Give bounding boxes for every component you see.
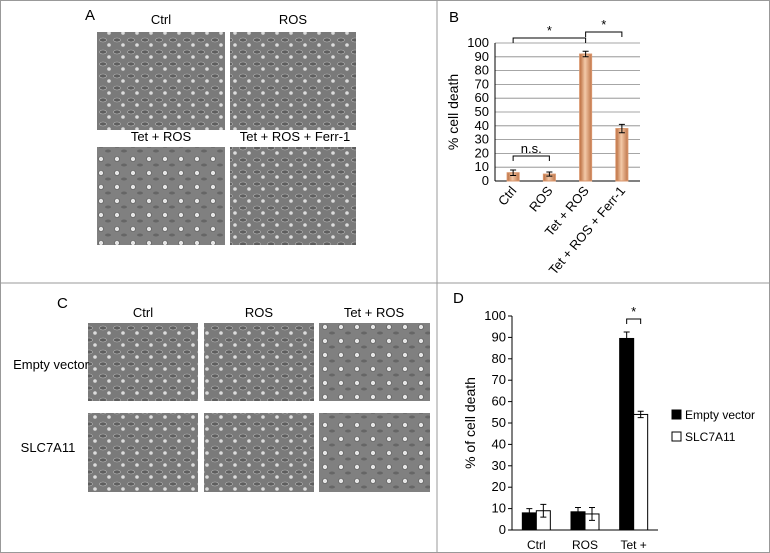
y-tick-label: 0: [499, 522, 506, 537]
y-tick-label: 90: [492, 329, 506, 344]
x-tick-label: ROS: [526, 183, 556, 214]
legend-swatch: [671, 431, 682, 442]
micrograph: [88, 413, 198, 492]
significance-bracket: [585, 31, 623, 37]
micrograph: [230, 147, 356, 245]
y-axis-label: % cell death: [445, 74, 461, 150]
y-tick-label: 10: [492, 501, 506, 516]
bar: [619, 337, 635, 531]
significance-bracket: [512, 37, 587, 43]
micrograph: [230, 32, 356, 130]
panel-label: C: [57, 295, 68, 312]
micrograph: [204, 323, 314, 401]
error-bar: [637, 410, 644, 419]
y-tick-label: 100: [484, 308, 506, 323]
image-label: ROS: [245, 305, 274, 320]
y-axis-label: % of cell death: [462, 377, 478, 469]
error-bar: [575, 507, 581, 517]
annotation: *: [547, 23, 552, 38]
annotation: *: [631, 304, 636, 319]
bar: [615, 128, 629, 182]
image-label: Ctrl: [151, 12, 171, 27]
legend-label: Empty vector: [685, 408, 755, 422]
image-label: Tet + ROS: [131, 129, 192, 144]
y-tick-label: 60: [492, 394, 506, 409]
error-bar: [589, 507, 595, 521]
y-tick-label: 70: [492, 372, 506, 387]
panel-label: B: [449, 9, 459, 26]
legend-label: SLC7A11: [685, 430, 736, 444]
micrograph: [97, 32, 225, 130]
image-label: Empty vector: [13, 357, 90, 372]
micrograph: [319, 323, 430, 401]
error-bar: [546, 171, 553, 177]
significance-bracket: [626, 318, 642, 324]
error-bar: [540, 503, 547, 518]
y-tick-label: 60: [475, 90, 489, 105]
x-tick-label: ROS: [571, 538, 598, 552]
bar: [633, 413, 649, 531]
x-tick-label: Tet + ROS: [620, 538, 647, 552]
y-tick-label: 50: [475, 104, 489, 119]
micrograph: [88, 323, 198, 401]
annotation: *: [601, 17, 606, 32]
bar: [579, 53, 593, 182]
panel-label: A: [85, 7, 95, 24]
y-tick-label: 50: [492, 415, 506, 430]
y-tick-label: 40: [475, 118, 489, 133]
y-tick-label: 20: [492, 479, 506, 494]
y-tick-label: 10: [475, 159, 489, 174]
y-tick-label: 30: [492, 458, 506, 473]
error-bar: [623, 331, 630, 346]
micrograph: [319, 413, 430, 492]
y-tick-label: 40: [492, 436, 506, 451]
panel-label: D: [453, 290, 464, 307]
y-tick-label: 100: [467, 35, 489, 50]
y-tick-label: 90: [475, 49, 489, 64]
y-tick-label: 30: [475, 132, 489, 147]
image-label: Ctrl: [133, 305, 153, 320]
error-bar: [582, 50, 589, 58]
y-tick-label: 0: [482, 173, 489, 188]
x-tick-label: Ctrl: [495, 183, 520, 208]
y-tick-label: 80: [475, 63, 489, 78]
y-tick-label: 70: [475, 76, 489, 91]
error-bar: [618, 123, 625, 134]
image-label: ROS: [279, 12, 308, 27]
error-bar: [526, 508, 533, 518]
image-label: SLC7A11: [21, 440, 76, 455]
significance-bracket: [512, 155, 550, 161]
legend-swatch: [671, 409, 682, 420]
image-label: Tet + ROS + Ferr-1: [240, 129, 351, 144]
micrograph: [204, 413, 314, 492]
y-tick-label: 20: [475, 145, 489, 160]
annotation: n.s.: [521, 141, 542, 156]
x-tick-label: Ctrl: [526, 538, 546, 552]
error-bar: [510, 169, 517, 176]
y-tick-label: 80: [492, 351, 506, 366]
micrograph: [97, 147, 225, 245]
image-label: Tet + ROS: [344, 305, 405, 320]
